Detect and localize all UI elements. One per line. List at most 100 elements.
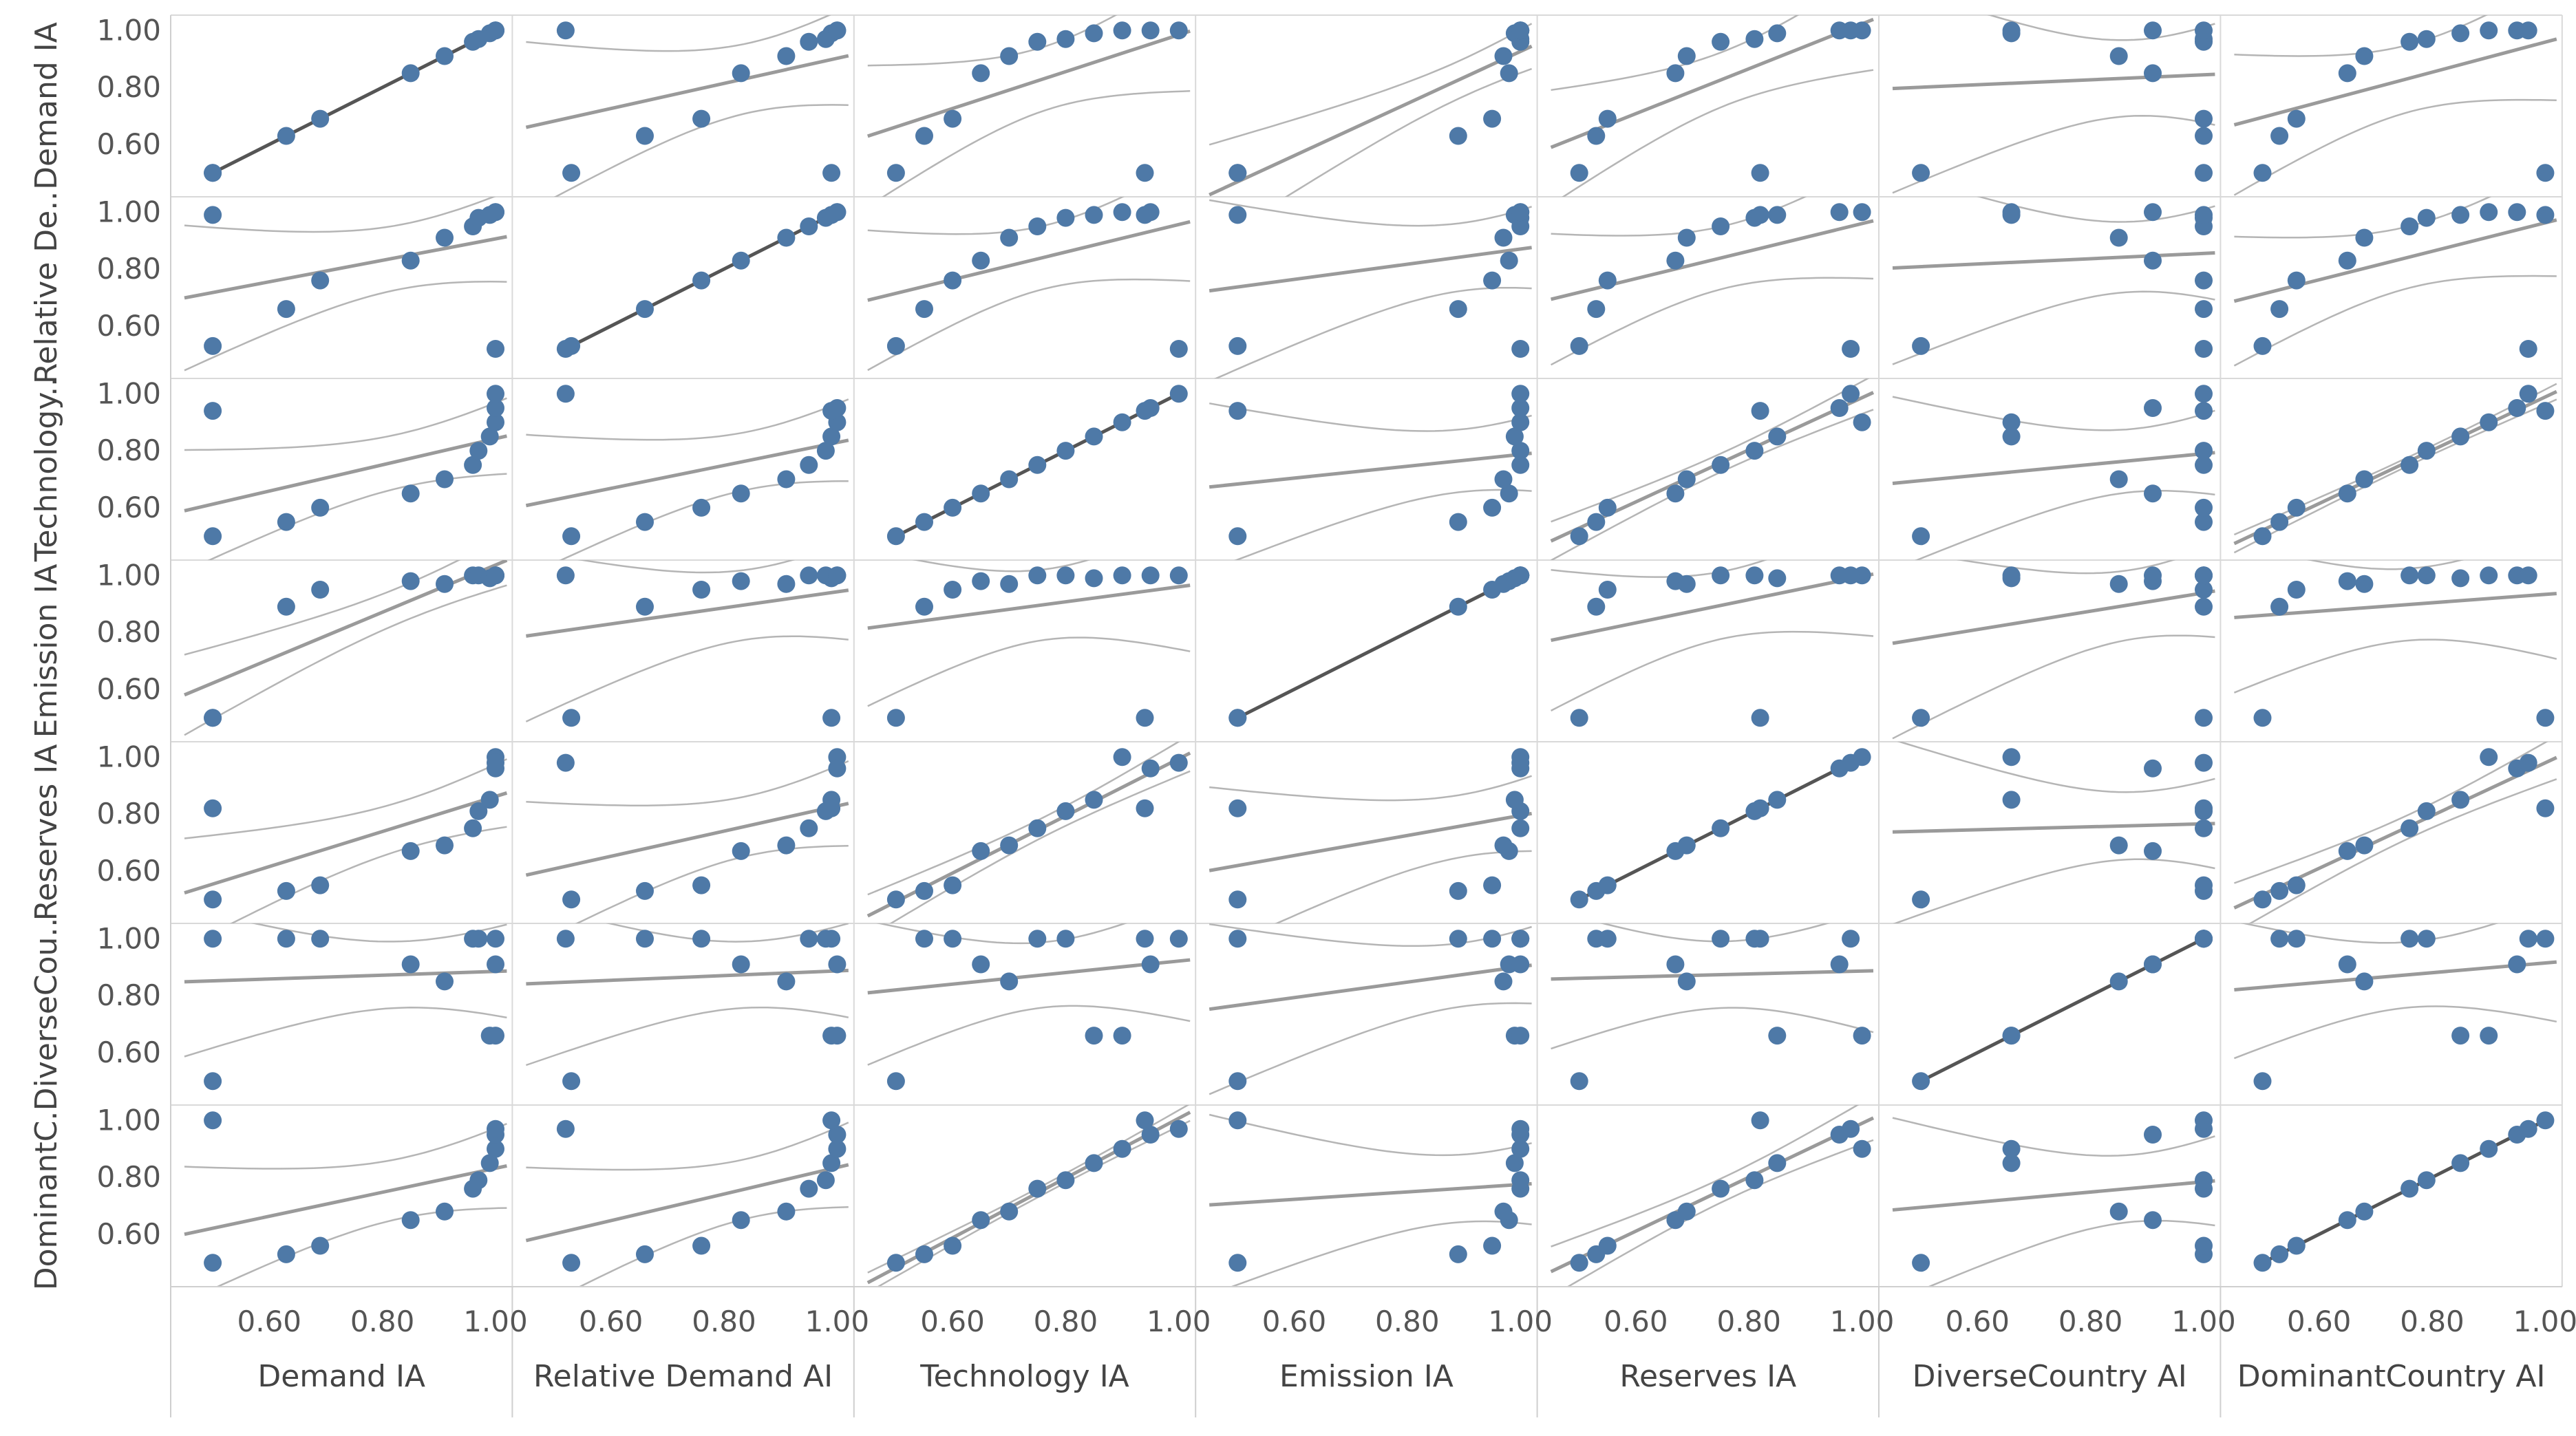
x-tick-label: 0.80 [2058,1305,2123,1338]
data-point [1598,109,1617,128]
row-title-label: Technology.. [29,377,64,562]
data-point [2519,340,2537,358]
data-point [2536,799,2555,817]
data-point [1500,484,1518,503]
data-point [692,498,711,517]
data-point [311,1236,330,1255]
data-point [2508,203,2526,222]
y-tick-label: 1.00 [96,13,161,47]
data-point [2144,759,2162,778]
data-point [732,484,750,503]
data-point [1570,1254,1588,1272]
data-point [1712,1179,1730,1198]
data-point [2109,228,2128,247]
data-point [828,1126,847,1144]
data-point [562,709,581,727]
data-point [1169,385,1188,403]
data-point [1768,1154,1787,1172]
data-point [1598,930,1617,948]
data-point [2195,300,2213,319]
data-point [2253,890,2272,909]
data-point [2480,1027,2498,1045]
confidence-band-upper [184,397,507,451]
data-point [401,842,420,860]
data-point [464,456,482,474]
data-point [2195,1236,2213,1255]
data-point [800,819,818,837]
row-title-label: Reserves IA [29,744,64,921]
y-tick-label: 0.80 [96,978,161,1012]
data-point [2253,336,2272,355]
data-point [469,802,488,820]
data-point [2144,566,2162,585]
data-point [1511,413,1530,431]
data-point [1085,569,1103,588]
data-point [1028,819,1047,837]
data-point [487,340,504,358]
data-point [1169,1119,1188,1138]
data-point [2536,1111,2555,1130]
data-point [1228,1072,1247,1091]
data-point [436,1202,454,1221]
data-point [1494,836,1513,855]
data-point [2355,575,2374,593]
data-point [732,1211,750,1230]
confidence-band-upper [1209,23,1533,146]
data-point [1842,1119,1860,1138]
data-point [562,1072,581,1091]
data-point [1169,930,1188,948]
data-point [2355,228,2374,247]
data-point [915,930,933,948]
data-point [487,930,504,948]
y-tick-label: 0.60 [96,1217,161,1251]
x-tick-label: 0.60 [237,1305,302,1338]
confidence-band-lower [1214,286,1532,378]
data-point [2195,566,2213,585]
column-title-label: Relative Demand AI [533,1359,833,1394]
data-point [1136,206,1154,224]
y-tick-label: 1.00 [96,921,161,955]
confidence-band-upper [2234,197,2492,239]
data-point [2287,498,2306,517]
data-point [777,470,796,489]
data-point [944,109,962,128]
data-point [1449,300,1467,319]
confidence-band-lower [2233,398,2557,554]
confidence-band-upper [526,398,849,441]
data-point [777,228,796,247]
confidence-band-lower [876,1119,1191,1287]
data-point [1842,930,1860,948]
data-point [2002,1154,2021,1172]
confidence-band-upper [1892,396,2215,431]
data-point [2519,753,2537,772]
confidence-band-lower [2233,1005,2557,1060]
data-point [2144,399,2162,417]
data-point [1666,484,1685,503]
confidence-band-lower [1209,1002,1532,1095]
data-point [2519,1119,2537,1138]
confidence-band-upper [2234,15,2488,57]
confidence-band-lower [867,636,1191,707]
data-point [1483,930,1502,948]
data-point [2287,581,2306,599]
data-point [487,21,504,40]
data-point [2144,251,2162,270]
trend-line [184,1164,507,1236]
column-title-label: DominantCountry AI [2237,1359,2546,1394]
data-point [436,575,454,593]
data-point [2195,1171,2213,1190]
data-point [436,836,454,855]
confidence-band-lower [1551,630,1874,712]
trend-line [2234,592,2557,619]
data-point [2355,47,2374,65]
data-point [1751,930,1769,948]
data-point [1449,1245,1467,1263]
data-point [777,972,796,991]
data-point [2195,709,2213,727]
data-point [204,1072,222,1091]
confidence-band-upper [1956,560,2176,575]
data-point [1228,930,1247,948]
x-tick-label: 1.00 [1147,1305,1211,1338]
data-point [204,206,222,224]
data-point [1830,955,1849,974]
